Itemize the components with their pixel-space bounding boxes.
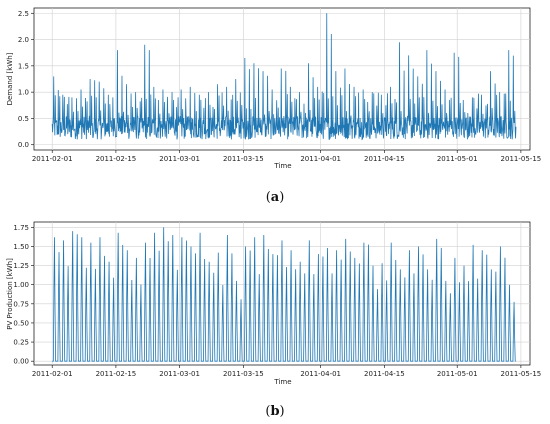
- x-tick-label: 2011-03-01: [159, 155, 200, 163]
- y-tick-label: 1.75: [13, 224, 29, 232]
- y-tick-label: 0.25: [13, 339, 29, 347]
- chart-b: 0.00 0.25 0.50 0.75 1.00 1.25 1.50 1.75 2011-02…: [6, 221, 541, 419]
- x-tick-label: 2011-03-15: [223, 370, 264, 378]
- x-tick-label: 2011-04-01: [300, 155, 341, 163]
- x-tick-label: 2011-05-15: [501, 155, 542, 163]
- y-tick-label: 1.5: [18, 62, 29, 70]
- x-tick-label: 2011-03-01: [159, 370, 200, 378]
- x-axis-label-b: Time: [273, 378, 291, 386]
- y-axis-a: 0.0 0.5 1.0 1.5 2.0 2.5: [18, 10, 34, 149]
- y-tick-label: 0.0: [18, 141, 29, 149]
- x-tick-label: 2011-04-15: [364, 370, 405, 378]
- y-axis-b: 0.00 0.25 0.50 0.75 1.00 1.25 1.50 1.75: [13, 224, 34, 366]
- y-tick-label: 2.5: [18, 10, 29, 18]
- x-tick-label: 2011-04-15: [364, 155, 405, 163]
- caption-b: (b): [265, 404, 284, 419]
- x-tick-label: 2011-05-15: [501, 370, 542, 378]
- caption-b-letter: b: [270, 404, 279, 419]
- y-tick-label: 0.50: [13, 319, 29, 327]
- chart-a: 0.00.51.01.52.02.5 2011-02-01 2011-02-15 2…: [6, 7, 541, 205]
- x-tick-label: 2011-04-01: [300, 370, 341, 378]
- x-axis-label-a: Time: [273, 162, 291, 170]
- x-tick-label: 2011-05-01: [437, 155, 478, 163]
- demand-series-line: [51, 13, 517, 141]
- x-axis-a: 2011-02-01 2011-02-15 2011-03-01 2011-03-15…: [32, 150, 541, 163]
- x-tick-label: 2011-02-01: [32, 155, 73, 163]
- y-tick-label: 1.0: [18, 89, 29, 97]
- caption-a: (a): [266, 190, 285, 205]
- y-tick-label: 1.50: [13, 243, 29, 251]
- x-tick-label: 2011-03-15: [223, 155, 264, 163]
- x-tick-label: 2011-02-01: [32, 370, 73, 378]
- y-tick-label: 0.00: [13, 358, 29, 366]
- y-tick-label: 2.0: [18, 36, 29, 44]
- y-tick-label: 0.5: [18, 115, 29, 123]
- x-tick-label: 2011-02-15: [96, 370, 137, 378]
- x-axis-b: 2011-02-01 2011-02-15 2011-03-01 2011-03-15…: [32, 365, 541, 378]
- y-tick-label: 1.25: [13, 262, 29, 270]
- caption-a-letter: a: [271, 190, 280, 205]
- x-tick-label: 2011-05-01: [437, 370, 478, 378]
- y-tick-label: 0.75: [13, 300, 29, 308]
- y-axis-label-a: Demand [kWh]: [6, 52, 14, 105]
- pv-production-series-line: [52, 227, 516, 362]
- x-tick-label: 2011-02-15: [96, 155, 137, 163]
- y-axis-label-b: PV Production [kWh]: [6, 258, 14, 330]
- y-tick-label: 1.00: [13, 281, 29, 289]
